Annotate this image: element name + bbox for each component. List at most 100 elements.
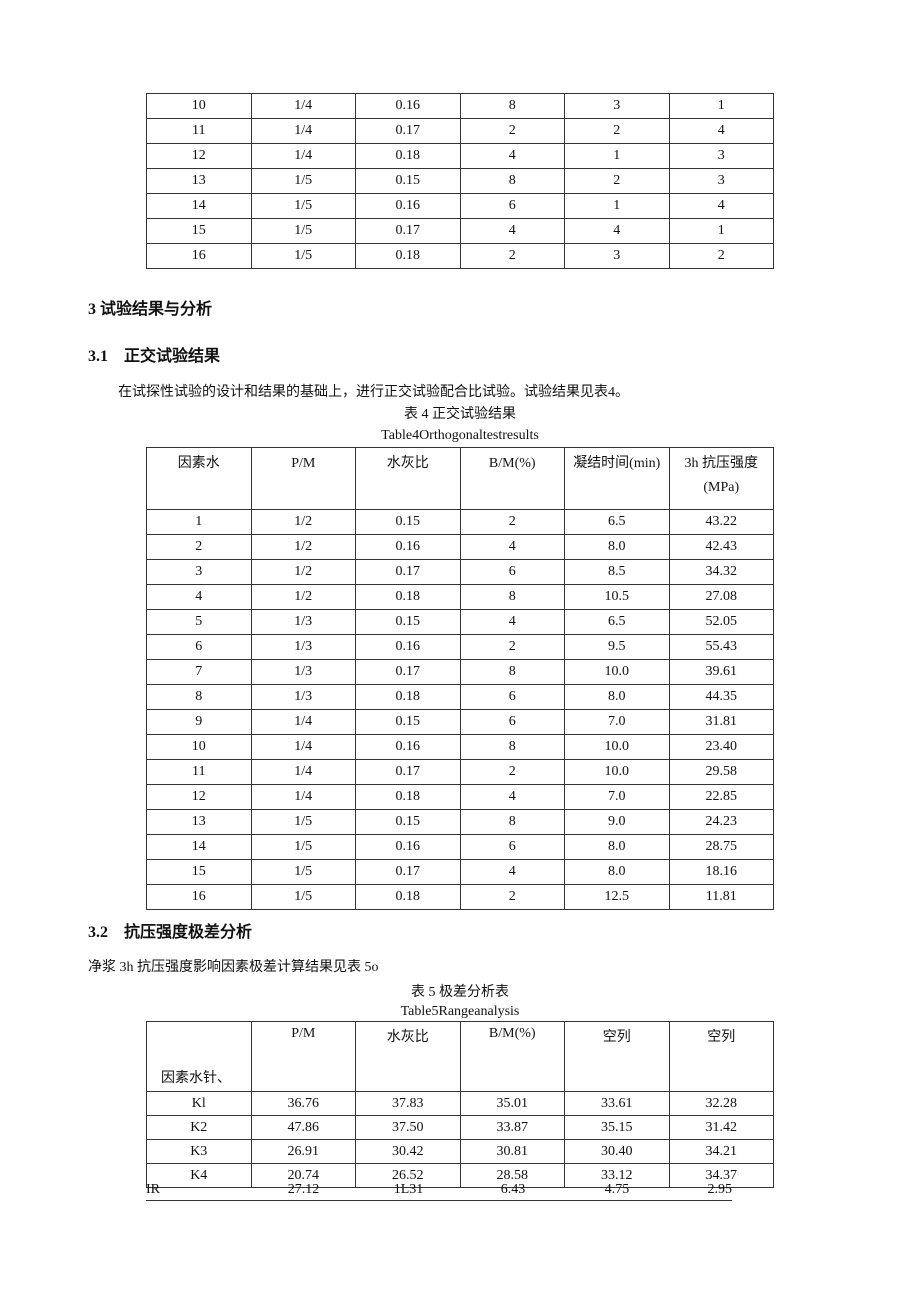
table-cell: 1/5	[250, 168, 356, 194]
table-cell: 5	[146, 609, 252, 635]
table-cell: 1/5	[250, 193, 356, 219]
ir-cell: 4.75	[604, 1182, 630, 1197]
table-cell: 15	[146, 859, 252, 885]
header-cell: 空列	[564, 1021, 670, 1092]
table-row: 12 1/4 0.18 4 1 3	[146, 143, 774, 169]
table-cell: 1/4	[250, 759, 356, 785]
table-cell: 35.01	[459, 1091, 565, 1116]
table-cell: 6	[459, 559, 565, 585]
table-cell: 10.0	[564, 659, 670, 685]
paragraph-3-1: 在试探性试验的设计和结果的基础上，进行正交试验配合比试验。试验结果见表4。	[118, 385, 629, 400]
section-heading-3: 3 试验结果与分析	[88, 301, 213, 318]
table-cell: 8	[459, 168, 565, 194]
table-cell: 36.76	[250, 1091, 356, 1116]
paragraph-3-2: 净浆 3h 抗压强度影响因素极差计算结果见表 5o	[88, 960, 379, 975]
table-cell: 4	[146, 584, 252, 610]
table-cell: 32.28	[668, 1091, 774, 1116]
table-row: Kl 36.76 37.83 35.01 33.61 32.28	[146, 1091, 774, 1116]
table-row: 1 1/2 0.15 2 6.5 43.22	[146, 509, 774, 535]
header-cell: 3h 抗压强度 (MPa)	[668, 447, 774, 510]
table-cell: 34.21	[668, 1139, 774, 1164]
table-cell: 26.91	[250, 1139, 356, 1164]
table-row: 11 1/4 0.17 2 2 4	[146, 118, 774, 144]
table-cell: 3	[564, 243, 670, 269]
header-cell: P/M	[250, 447, 356, 510]
table-cell: 4	[564, 218, 670, 244]
table-cell: 2	[459, 509, 565, 535]
table-cell: 1/5	[250, 243, 356, 269]
header-row: 因素水 P/M 水灰比 B/M(%) 凝结时间(min) 3h 抗压强度 (MPa)	[146, 447, 774, 510]
table-cell: Kl	[146, 1091, 252, 1116]
table-row: 10 1/4 0.16 8 3 1	[146, 93, 774, 119]
table-cell: 0.16	[355, 93, 461, 119]
table-cell: 2	[459, 634, 565, 660]
table-cell: 1/3	[250, 634, 356, 660]
table-cell: 8	[459, 584, 565, 610]
table-cell: 6	[459, 834, 565, 860]
table5-caption-cn: 表 5 极差分析表	[411, 985, 509, 1000]
table-cell: 9	[146, 709, 252, 735]
table-row: 9 1/4 0.15 6 7.0 31.81	[146, 709, 774, 735]
table-cell: 1/2	[250, 509, 356, 535]
table-cell: 8	[459, 659, 565, 685]
table-cell: 2	[564, 168, 670, 194]
table-row: 12 1/4 0.18 4 7.0 22.85	[146, 784, 774, 810]
table-cell: 1/4	[250, 143, 356, 169]
table-cell: 4	[459, 218, 565, 244]
table-cell: 2	[668, 243, 774, 269]
ir-cell: 6.43	[500, 1182, 526, 1197]
table-cell: 1	[564, 193, 670, 219]
table-cell: 12.5	[564, 884, 670, 910]
table-cell: 0.17	[355, 659, 461, 685]
table-row: 6 1/3 0.16 2 9.5 55.43	[146, 634, 774, 660]
table-cell: 7.0	[564, 709, 670, 735]
table-cell: 47.86	[250, 1115, 356, 1140]
table-row: K2 47.86 37.50 33.87 35.15 31.42	[146, 1115, 774, 1140]
table-cell: 1/2	[250, 559, 356, 585]
ir-cell: 1L31	[393, 1182, 424, 1197]
header-cell: 空列	[668, 1021, 774, 1092]
table-cell: 31.42	[668, 1115, 774, 1140]
table-cell: 14	[146, 834, 252, 860]
table-row: 14 1/5 0.16 6 1 4	[146, 193, 774, 219]
table-cell: 10.5	[564, 584, 670, 610]
table-cell: 0.17	[355, 859, 461, 885]
table-cell: 0.15	[355, 809, 461, 835]
table-cell: 3	[668, 168, 774, 194]
table4-orthogonal-results: 因素水 P/M 水灰比 B/M(%) 凝结时间(min) 3h 抗压强度 (MPa) 1 1/…	[146, 447, 774, 910]
table-cell: 3	[146, 559, 252, 585]
table-cell: 1/4	[250, 93, 356, 119]
table-cell: 0.18	[355, 584, 461, 610]
table-cell: 0.16	[355, 734, 461, 760]
table-row: 7 1/3 0.17 8 10.0 39.61	[146, 659, 774, 685]
table-cell: 10	[146, 734, 252, 760]
table-cell: 1/2	[250, 584, 356, 610]
table-cell: 18.16	[668, 859, 774, 885]
table-cell: 1/5	[250, 809, 356, 835]
table-cell: 1	[668, 218, 774, 244]
table-cell: 0.17	[355, 559, 461, 585]
table-cell: 4	[459, 534, 565, 560]
table5-caption-en: Table5Rangeanalysis	[400, 1004, 520, 1019]
table-cell: 3	[564, 93, 670, 119]
table-cell: 33.87	[459, 1115, 565, 1140]
table-cell: 1/4	[250, 734, 356, 760]
table-cell: 24.23	[668, 809, 774, 835]
table-cell: 1	[564, 143, 670, 169]
header-cell: P/M	[250, 1021, 356, 1092]
table-cell: 1/3	[250, 659, 356, 685]
table-cell: 28.58	[459, 1163, 565, 1188]
table-cell: 20.74	[250, 1163, 356, 1188]
table-cell: 37.50	[355, 1115, 461, 1140]
table-cell: 52.05	[668, 609, 774, 635]
header-cell: 因素水针、	[146, 1021, 252, 1092]
table-cell: 14	[146, 193, 252, 219]
table-cell: 6	[459, 193, 565, 219]
table-cell: 11.81	[668, 884, 774, 910]
table-row: 11 1/4 0.17 2 10.0 29.58	[146, 759, 774, 785]
table-cell: 8.0	[564, 859, 670, 885]
table-cell: K3	[146, 1139, 252, 1164]
table-cell: 1	[146, 509, 252, 535]
header-cell: 因素水	[146, 447, 252, 510]
table-cell: 2	[564, 118, 670, 144]
